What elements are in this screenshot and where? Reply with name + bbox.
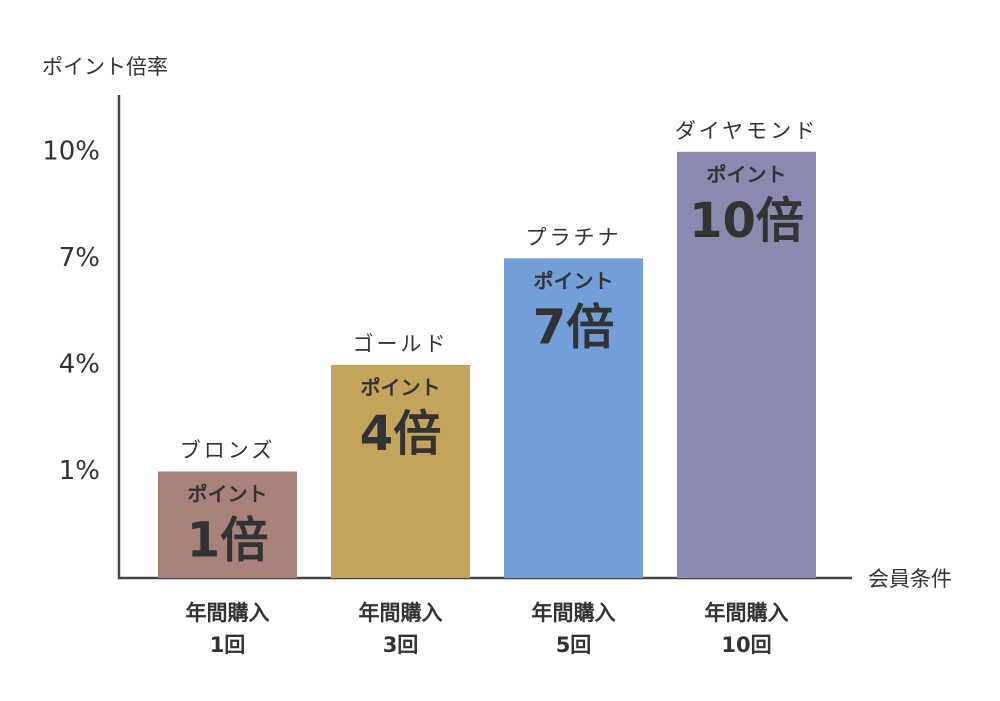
bar (158, 471, 297, 578)
bar (677, 151, 816, 578)
x-tick-label: 年間購入 (532, 601, 616, 625)
x-tick-label: 年間購入 (186, 601, 270, 625)
value-label: 1倍 (187, 512, 268, 568)
category-label: ブロンズ (180, 438, 276, 462)
x-tick-label: 1回 (210, 633, 246, 657)
bar (331, 364, 470, 578)
y-tick-label: 1% (59, 456, 100, 486)
y-tick-label: 10% (42, 136, 100, 166)
bar (504, 258, 643, 578)
category-label: ダイヤモンド (675, 119, 818, 143)
inner-label: ポイント (534, 269, 614, 293)
x-tick-label: 年間購入 (705, 601, 789, 625)
value-label: 7倍 (533, 299, 614, 355)
x-tick-label: 10回 (721, 633, 771, 657)
y-tick-label: 4% (59, 349, 100, 379)
category-label: ゴールド (353, 332, 449, 356)
y-tick-label: 7% (59, 243, 100, 273)
x-tick-label: 年間購入 (359, 601, 443, 625)
x-tick-label: 5回 (556, 633, 592, 657)
x-axis-label: 会員条件 (868, 567, 952, 591)
x-tick-label: 3回 (383, 633, 419, 657)
value-label: 4倍 (360, 406, 441, 462)
inner-label: ポイント (707, 162, 787, 186)
category-label: プラチナ (526, 225, 622, 249)
inner-label: ポイント (188, 482, 268, 506)
value-label: 10倍 (689, 193, 804, 249)
inner-label: ポイント (361, 375, 441, 399)
y-axis-label: ポイント倍率 (42, 55, 168, 79)
